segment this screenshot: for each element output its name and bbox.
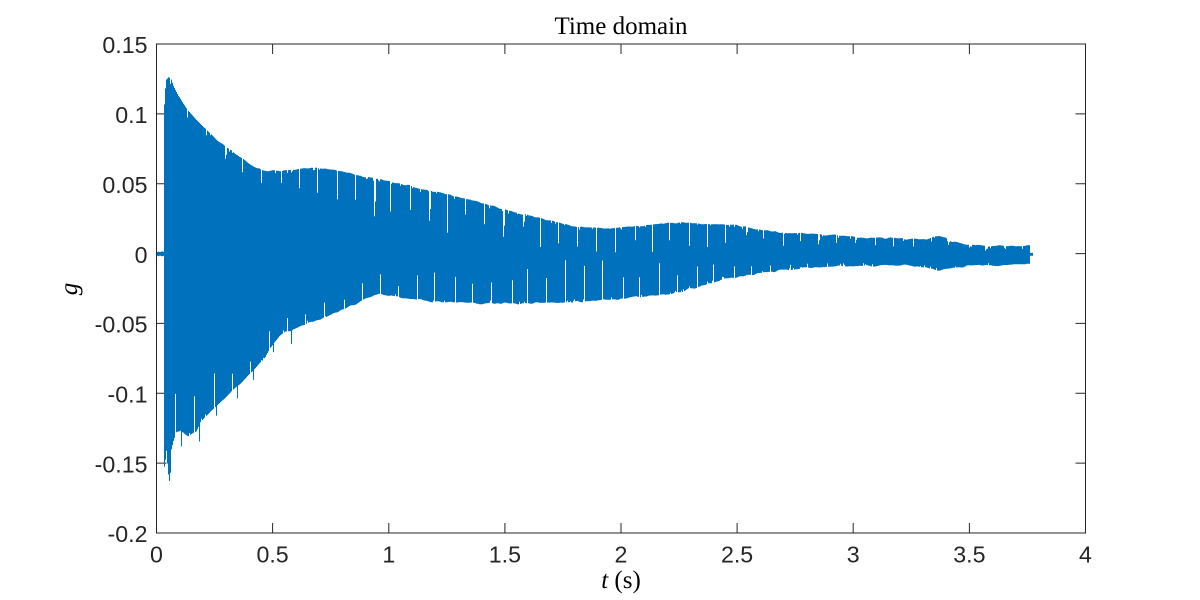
svg-text:0: 0: [150, 542, 163, 568]
svg-text:-0.2: -0.2: [108, 521, 148, 547]
svg-text:-0.15: -0.15: [95, 451, 148, 477]
svg-text:Time domain: Time domain: [554, 13, 688, 40]
svg-text:4: 4: [1079, 542, 1092, 568]
svg-text:0.1: 0.1: [115, 102, 147, 128]
svg-text:0.05: 0.05: [102, 172, 147, 198]
svg-text:1: 1: [382, 542, 395, 568]
svg-text:2.5: 2.5: [721, 542, 753, 568]
svg-text:3.5: 3.5: [953, 542, 985, 568]
svg-text:0.15: 0.15: [102, 32, 147, 58]
svg-text:-0.1: -0.1: [108, 382, 148, 408]
svg-text:t (s): t (s): [601, 567, 641, 594]
svg-text:-0.05: -0.05: [95, 312, 148, 338]
svg-text:2: 2: [615, 542, 628, 568]
svg-text:g: g: [56, 283, 83, 296]
svg-text:0: 0: [135, 242, 148, 268]
svg-text:1.5: 1.5: [489, 542, 521, 568]
svg-text:3: 3: [847, 542, 860, 568]
svg-text:0.5: 0.5: [256, 542, 288, 568]
